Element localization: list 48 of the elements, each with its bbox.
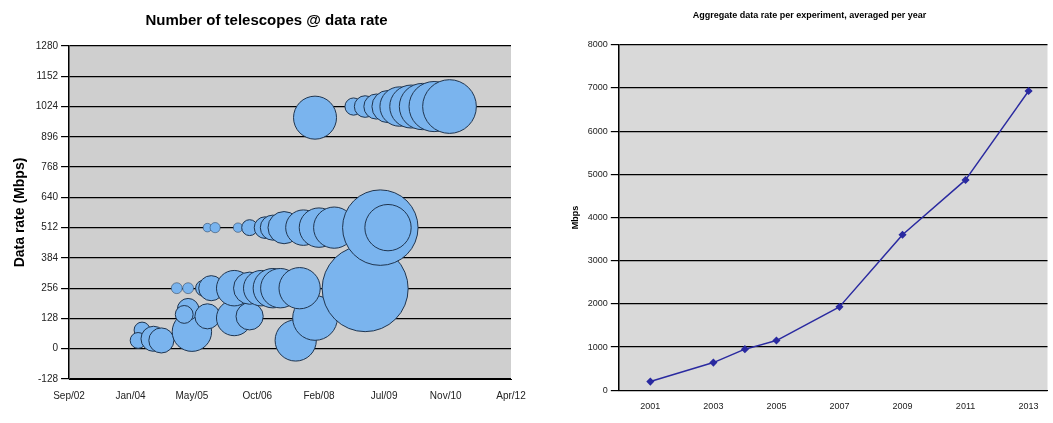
point xyxy=(772,336,781,345)
x-tick-label: Jan/04 xyxy=(115,389,146,401)
point xyxy=(741,345,749,353)
point xyxy=(1024,87,1033,95)
y-tick-label: 6000 xyxy=(587,125,608,136)
x-tick-label: Jul/09 xyxy=(370,389,398,401)
chart-title: Number of telescopes @ data rate xyxy=(145,11,388,29)
x-tick-label: 2013 xyxy=(1018,401,1039,412)
y-tick-label: 0 xyxy=(52,342,59,354)
y-tick-label: 7000 xyxy=(587,82,608,93)
x-tick-label: Apr/12 xyxy=(496,389,527,401)
y-tick-label: 896 xyxy=(41,130,59,142)
y-tick-label: 5000 xyxy=(587,168,608,179)
y-tick-label: 1024 xyxy=(35,100,59,112)
x-tick-label: May/05 xyxy=(175,389,209,401)
x-tick-label: 2003 xyxy=(703,401,724,412)
chart-title: Aggregate data rate per experiment, averaged per year xyxy=(692,9,927,20)
x-tick-label: 2009 xyxy=(892,401,913,412)
x-tick-label: 2007 xyxy=(829,401,850,412)
y-tick-label: 1000 xyxy=(587,341,608,352)
x-tick-label: 2011 xyxy=(955,401,976,412)
y-tick-label: 1152 xyxy=(36,70,59,82)
y-tick-label: 640 xyxy=(41,191,59,203)
point xyxy=(961,176,970,184)
y-tick-label: 1280 xyxy=(35,39,59,51)
x-tick-label: 2001 xyxy=(640,401,661,412)
y-axis-title: Mbps xyxy=(569,205,580,230)
point xyxy=(835,303,844,311)
y-tick-label: 384 xyxy=(41,251,59,263)
x-tick-label: Nov/10 xyxy=(429,389,462,401)
point xyxy=(646,377,655,386)
x-tick-label: Oct/06 xyxy=(242,389,273,401)
y-tick-label: 256 xyxy=(41,281,59,293)
y-tick-label: 512 xyxy=(41,221,59,233)
y-tick-label: 4000 xyxy=(587,211,608,222)
y-axis-title: Data rate (Mbps) xyxy=(11,157,28,268)
y-tick-label: 0 xyxy=(602,384,608,395)
y-tick-label: 768 xyxy=(41,160,59,172)
x-tick-label: Sep/02 xyxy=(53,389,86,401)
y-tick-label: 128 xyxy=(41,312,59,324)
x-tick-label: Feb/08 xyxy=(303,389,335,401)
y-tick-label: -128 xyxy=(38,372,59,384)
y-tick-label: 2000 xyxy=(587,298,608,309)
point xyxy=(898,231,907,239)
point xyxy=(709,358,718,367)
y-tick-label: 3000 xyxy=(587,255,608,266)
x-tick-label: 2005 xyxy=(766,401,787,412)
y-tick-label: 8000 xyxy=(587,39,608,50)
